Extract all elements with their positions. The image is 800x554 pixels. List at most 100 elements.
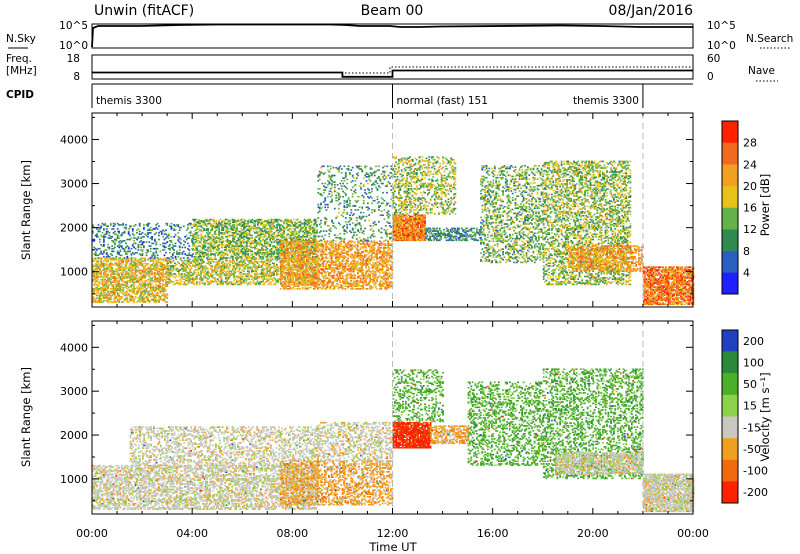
- power-cell: [200, 246, 203, 249]
- power-cell: [296, 265, 299, 267]
- power-cell: [223, 273, 226, 275]
- power-cell: [241, 275, 244, 278]
- power-cell: [237, 254, 240, 257]
- power-cell: [138, 294, 141, 297]
- power-cell: [248, 267, 251, 270]
- power-cell: [306, 236, 309, 238]
- power-cell: [101, 284, 104, 286]
- power-cell: [250, 241, 252, 243]
- power-cell: [190, 267, 193, 270]
- power-cell: [119, 269, 122, 272]
- power-cell: [103, 260, 105, 262]
- power-cell: [261, 255, 263, 258]
- power-cell: [263, 245, 266, 247]
- power-cell: [175, 267, 178, 270]
- power-cell: [152, 294, 155, 297]
- power-cell: [120, 296, 123, 298]
- power-cell: [312, 226, 314, 229]
- power-cell: [274, 246, 277, 249]
- power-cell: [200, 279, 202, 282]
- power-cell: [165, 296, 167, 298]
- power-cell: [271, 274, 274, 277]
- power-cell: [126, 284, 129, 286]
- power-cell: [258, 226, 261, 229]
- power-cell: [140, 277, 142, 280]
- power-cell: [152, 299, 155, 302]
- power-cell: [291, 255, 294, 258]
- power-cell: [104, 270, 107, 273]
- power-cell: [280, 274, 282, 277]
- power-cell: [242, 281, 245, 283]
- power-cell: [269, 240, 272, 242]
- power-cell: [93, 284, 96, 286]
- power-cell: [156, 299, 159, 302]
- power-cell: [244, 226, 247, 229]
- power-cell: [281, 248, 283, 251]
- power-cell: [269, 225, 272, 228]
- power-cell: [209, 274, 212, 277]
- power-cell: [258, 254, 261, 257]
- power-cell: [203, 228, 205, 230]
- power-cell: [307, 218, 310, 221]
- power-cell: [158, 299, 160, 302]
- power-cell: [281, 281, 284, 283]
- power-cell: [116, 268, 119, 270]
- power-cell: [141, 232, 144, 234]
- power-cell: [248, 230, 251, 233]
- power-cell: [203, 229, 205, 232]
- power-cell: [143, 260, 145, 262]
- power-cell: [196, 283, 198, 286]
- power-cell: [118, 273, 120, 276]
- power-cell: [149, 293, 152, 295]
- power-cell: [171, 253, 174, 255]
- power-cell: [242, 270, 245, 273]
- power-cell: [116, 292, 119, 294]
- power-cell: [256, 273, 259, 275]
- power-cell: [298, 234, 300, 237]
- power-cell: [109, 290, 112, 293]
- power-cell: [240, 283, 242, 286]
- power-cell: [131, 243, 134, 246]
- power-cell: [236, 275, 238, 278]
- power-cell: [309, 218, 311, 221]
- power-cell: [205, 273, 208, 275]
- power-cell: [109, 257, 112, 260]
- power-cell: [262, 224, 265, 226]
- power-cell: [245, 234, 248, 237]
- power-cell: [94, 250, 97, 253]
- power-cell: [134, 293, 137, 295]
- power-cell: [233, 246, 236, 249]
- power-cell: [326, 240, 329, 243]
- power-cell: [122, 284, 125, 286]
- power-cell: [137, 292, 140, 294]
- power-cell: [218, 230, 221, 233]
- power-cell: [156, 228, 159, 230]
- power-cell: [261, 218, 263, 221]
- power-cell: [172, 281, 175, 283]
- power-cell: [126, 253, 129, 255]
- power-cell: [255, 278, 258, 280]
- power-cell: [262, 270, 264, 273]
- power-cell: [196, 249, 199, 251]
- power-cell: [244, 253, 247, 255]
- power-cell: [115, 301, 118, 303]
- power-cell: [143, 265, 145, 268]
- power-cell: [170, 226, 173, 229]
- power-cell: [218, 228, 221, 230]
- power-cell: [240, 243, 243, 246]
- power-cell: [100, 274, 103, 277]
- power-cell: [185, 254, 188, 257]
- power-cell: [194, 258, 197, 261]
- power-cell: [240, 230, 243, 233]
- power-cell: [100, 264, 103, 266]
- power-cell: [104, 278, 107, 281]
- power-cell: [201, 259, 204, 262]
- power-cell: [114, 233, 116, 236]
- power-cell: [181, 251, 184, 254]
- power-cell: [217, 254, 219, 257]
- power-cell: [118, 253, 120, 255]
- power-cell: [250, 243, 252, 246]
- power-cell: [194, 225, 197, 228]
- power-cell: [204, 251, 207, 254]
- power-cell: [100, 276, 103, 278]
